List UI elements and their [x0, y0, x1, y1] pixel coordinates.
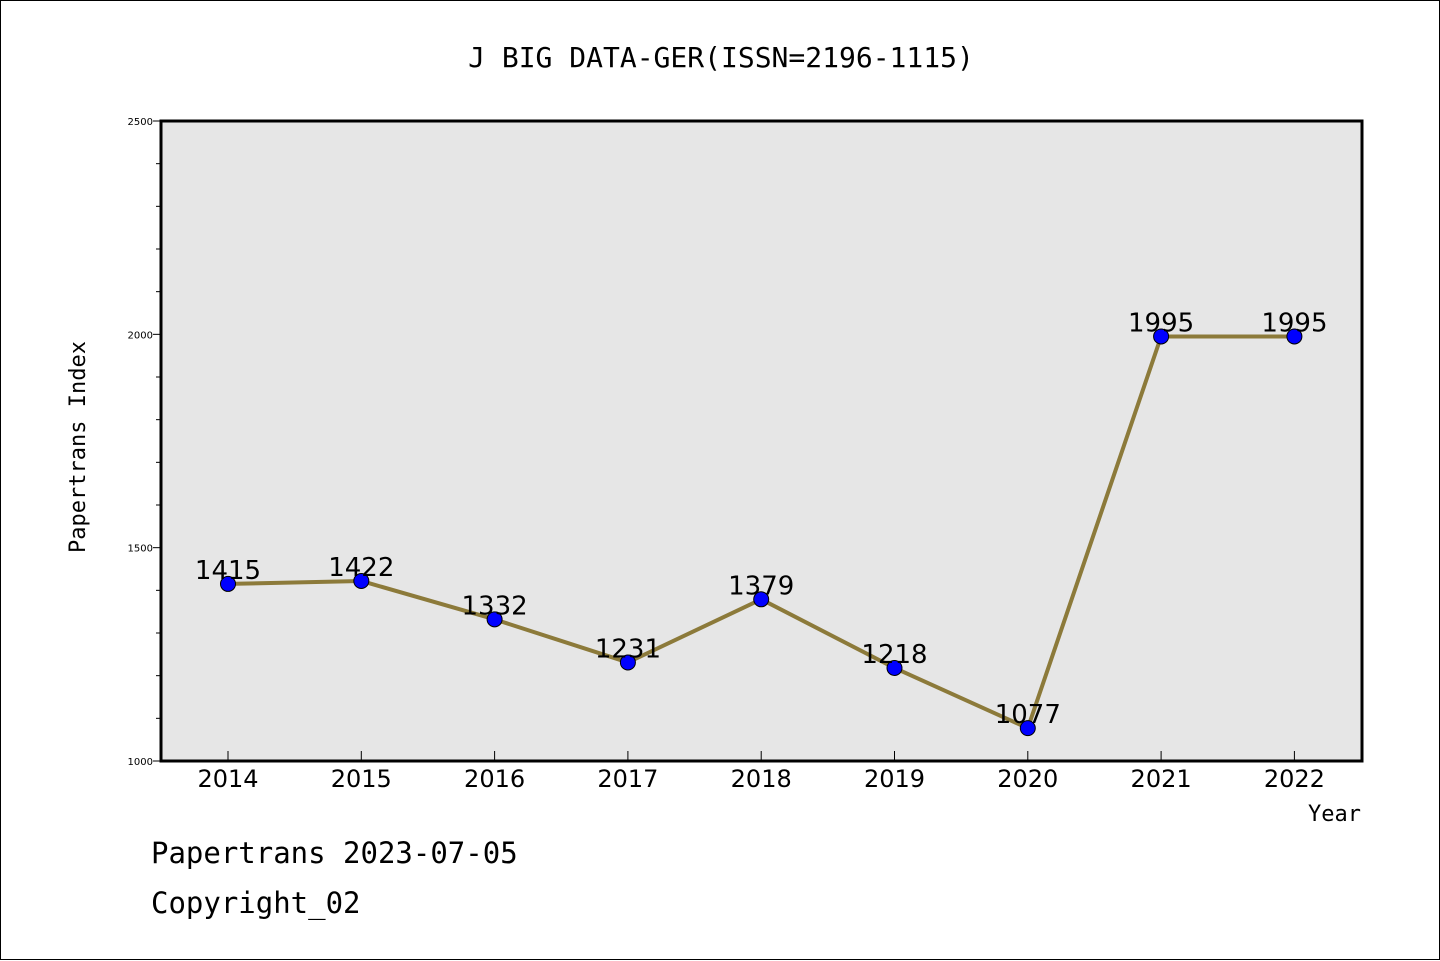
- x-tick-label: 2018: [731, 765, 792, 793]
- data-label: 1422: [328, 553, 394, 583]
- data-point: [886, 659, 903, 676]
- footer-copyright: Copyright_02: [151, 886, 361, 920]
- data-label: 1415: [195, 556, 261, 586]
- data-label: 1231: [595, 634, 661, 664]
- footer-date: Papertrans 2023-07-05: [151, 836, 518, 870]
- x-axis: 2014 2015 2016 2017 2018 2019 2020 2021 2022: [197, 751, 1325, 793]
- data-point: [1153, 328, 1170, 345]
- series-layer: [220, 328, 1303, 737]
- data-point: [353, 572, 370, 589]
- x-tick-label: 2016: [464, 765, 525, 793]
- x-tick-label: 2017: [597, 765, 658, 793]
- data-point: [486, 611, 503, 628]
- data-label: 1995: [1128, 308, 1194, 338]
- data-label: 1218: [861, 640, 927, 670]
- x-axis-label: Year: [1308, 802, 1361, 827]
- data-point: [1286, 328, 1303, 345]
- data-point: [220, 575, 236, 592]
- data-label: 1332: [462, 591, 528, 621]
- y-axis: 1000 1500 2000 2500: [128, 117, 161, 768]
- data-label: 1077: [995, 700, 1061, 730]
- x-tick-label: 2019: [864, 765, 925, 793]
- y-tick-label: 1500: [128, 544, 153, 555]
- x-tick-label: 2021: [1131, 765, 1192, 793]
- data-label: 1995: [1261, 308, 1327, 338]
- y-axis-label: Papertrans Index: [66, 341, 91, 553]
- data-label: 1379: [728, 571, 794, 601]
- plot-area: [159, 119, 1364, 763]
- x-tick-label: 2015: [331, 765, 392, 793]
- y-tick-label: 2500: [128, 117, 153, 128]
- data-labels: 1415 1422 1332 1231 1379 1218 1077 1995 1995: [195, 308, 1328, 730]
- data-point: [1019, 720, 1036, 737]
- x-tick-label: 2014: [197, 765, 258, 793]
- chart-title: J BIG DATA-GER(ISSN=2196-1115): [468, 41, 974, 74]
- y-tick-label: 1000: [128, 757, 153, 768]
- data-point: [619, 654, 636, 671]
- x-tick-label: 2020: [997, 765, 1058, 793]
- x-tick-label: 2022: [1264, 765, 1325, 793]
- y-tick-label: 2000: [128, 330, 153, 341]
- data-point: [753, 591, 770, 608]
